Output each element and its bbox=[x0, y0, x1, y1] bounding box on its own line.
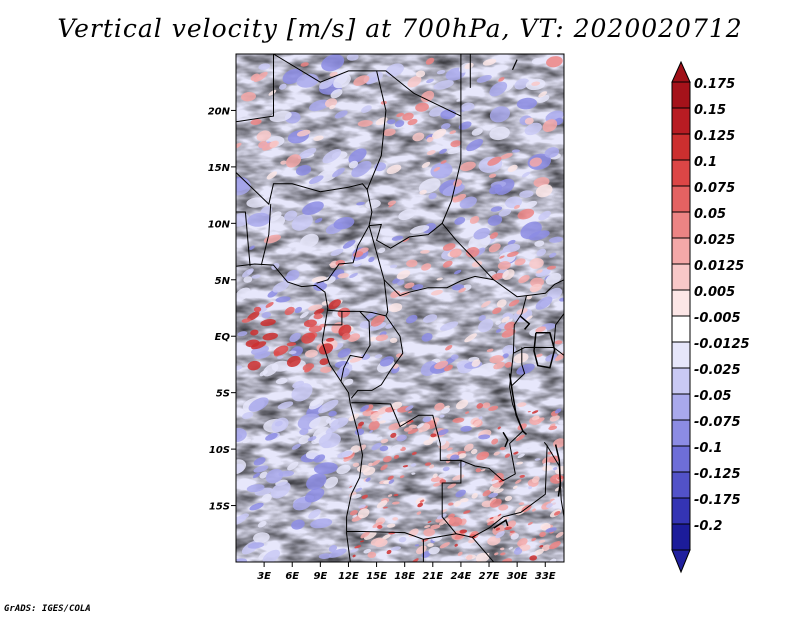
lat-tick-label: 15N bbox=[208, 163, 231, 174]
colorbar-label: 0.15 bbox=[694, 103, 726, 118]
colorbar-box bbox=[671, 237, 691, 265]
colorbar-box bbox=[671, 523, 691, 551]
lon-tick-label: 15E bbox=[366, 571, 387, 582]
lat-tick-label: 20N bbox=[208, 106, 231, 117]
colorbar-label: -0.2 bbox=[694, 519, 722, 534]
colorbar-box bbox=[671, 211, 691, 239]
colorbar-label: -0.1 bbox=[694, 441, 722, 456]
lat-tick-label: EQ bbox=[215, 332, 231, 343]
lon-tick-label: 30E bbox=[507, 571, 528, 582]
colorbar-top-arrow bbox=[671, 60, 691, 83]
lon-tick-label: 27E bbox=[479, 571, 500, 582]
lon-tick-label: 3E bbox=[257, 571, 271, 582]
lon-tick-label: 6E bbox=[285, 571, 299, 582]
colorbar-box bbox=[671, 81, 691, 109]
colorbar-box bbox=[671, 315, 691, 343]
lon-tick-label: 18E bbox=[394, 571, 415, 582]
colorbar-box bbox=[671, 133, 691, 161]
colorbar-label: -0.05 bbox=[694, 389, 731, 404]
colorbar-box bbox=[671, 445, 691, 473]
lon-tick-label: 33E bbox=[535, 571, 556, 582]
lon-tick-label: 21E bbox=[422, 571, 443, 582]
colorbar-label: 0.125 bbox=[694, 129, 735, 144]
lat-tick-label: 15S bbox=[209, 502, 230, 513]
colorbar-label: 0.05 bbox=[694, 207, 726, 222]
lon-tick-label: 24E bbox=[451, 571, 472, 582]
colorbar-box bbox=[671, 419, 691, 447]
colorbar-label: 0.175 bbox=[694, 77, 735, 92]
colorbar-label: 0.0125 bbox=[694, 259, 744, 274]
lon-tick-label: 9E bbox=[313, 571, 327, 582]
colorbar-label: 0.1 bbox=[694, 155, 717, 170]
colorbar-box bbox=[671, 185, 691, 213]
lat-tick-label: 5N bbox=[215, 276, 231, 287]
colorbar-bottom-arrow bbox=[671, 549, 691, 574]
colorbar-label: -0.0125 bbox=[694, 337, 750, 352]
chart-title: Vertical velocity [m/s] at 700hPa, VT: 2… bbox=[57, 14, 743, 43]
colorbar-box bbox=[671, 107, 691, 135]
longitude-axis: 3E 6E 9E 12E 15E 18E 21E 24E 27E 30E 33E bbox=[257, 562, 556, 582]
colorbar-box bbox=[671, 341, 691, 369]
latitude-axis: 20N 15N 10N 5N EQ 5S 10S 15S bbox=[208, 106, 236, 513]
software-credit: GrADS: IGES/COLA bbox=[4, 604, 91, 614]
colorbar-label: 0.075 bbox=[694, 181, 735, 196]
lat-tick-label: 10S bbox=[209, 445, 230, 456]
colorbar-label: -0.175 bbox=[694, 493, 741, 508]
colorbar-box bbox=[671, 159, 691, 187]
velocity-field bbox=[236, 54, 564, 562]
colorbar-label: -0.025 bbox=[694, 363, 741, 378]
colorbar-box bbox=[671, 393, 691, 421]
colorbar-label: -0.125 bbox=[694, 467, 741, 482]
lat-tick-label: 5S bbox=[216, 389, 230, 400]
colorbar-box bbox=[671, 367, 691, 395]
country-borders bbox=[236, 54, 564, 562]
colorbar-box bbox=[671, 497, 691, 525]
colorbar-box bbox=[671, 471, 691, 499]
colorbar-label: 0.025 bbox=[694, 233, 735, 248]
lat-tick-label: 10N bbox=[208, 219, 231, 230]
colorbar-label: -0.075 bbox=[694, 415, 741, 430]
colorbar-box bbox=[671, 289, 691, 317]
colorbar-label: -0.005 bbox=[694, 311, 741, 326]
colorbar-box bbox=[671, 263, 691, 291]
map-frame bbox=[235, 53, 565, 563]
colorbar-label: 0.005 bbox=[694, 285, 735, 300]
lon-tick-label: 12E bbox=[338, 571, 359, 582]
